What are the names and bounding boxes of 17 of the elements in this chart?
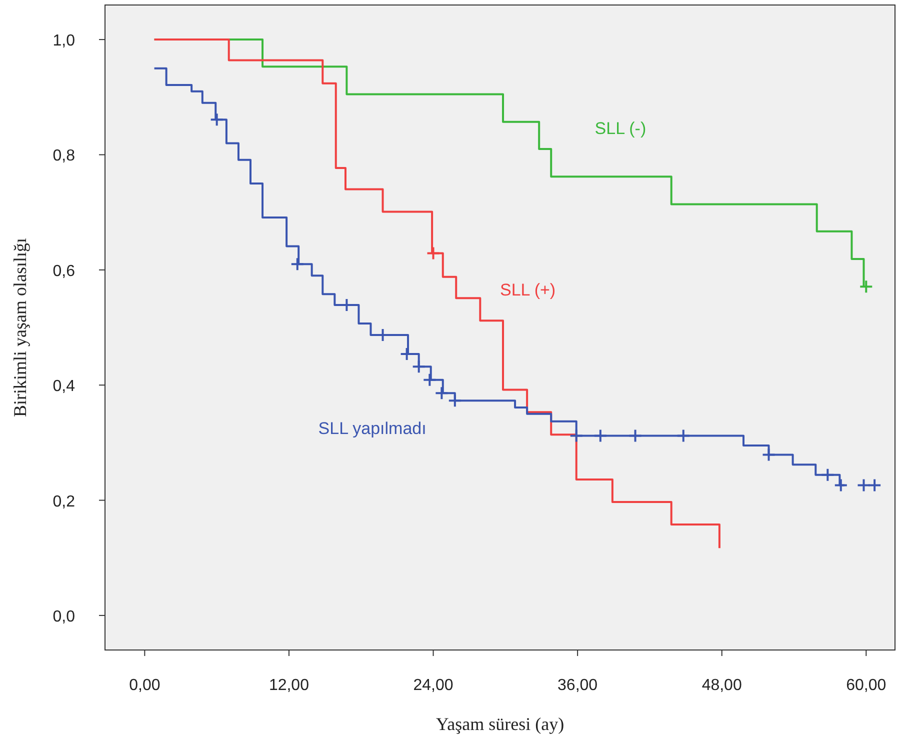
x-tick-label: 0,00 [129,677,160,694]
series-label: SLL yapılmadı [318,418,426,438]
x-tick-label: 36,00 [558,677,598,694]
x-tick-label: 24,00 [413,677,454,694]
text: SLL (-) [594,119,646,138]
series-label: SLL (+) [500,280,556,300]
y-tick-label: 0,4 [52,378,76,396]
y-tick-label: 1,0 [52,32,76,50]
y-axis-title: Birikimli yaşam olasılığı [10,238,30,417]
x-axis-title: Yaşam süresi (ay) [436,714,564,734]
y-tick-label: 0,2 [52,493,76,510]
x-tick-label: 12,00 [268,677,310,694]
x-tick-label: 60,00 [846,677,886,694]
y-tick-label: 0,6 [52,262,76,280]
y-tick-label: 0,8 [52,148,76,165]
y-tick-label: 0,0 [52,608,76,626]
x-tick-label: 48,00 [702,677,742,694]
